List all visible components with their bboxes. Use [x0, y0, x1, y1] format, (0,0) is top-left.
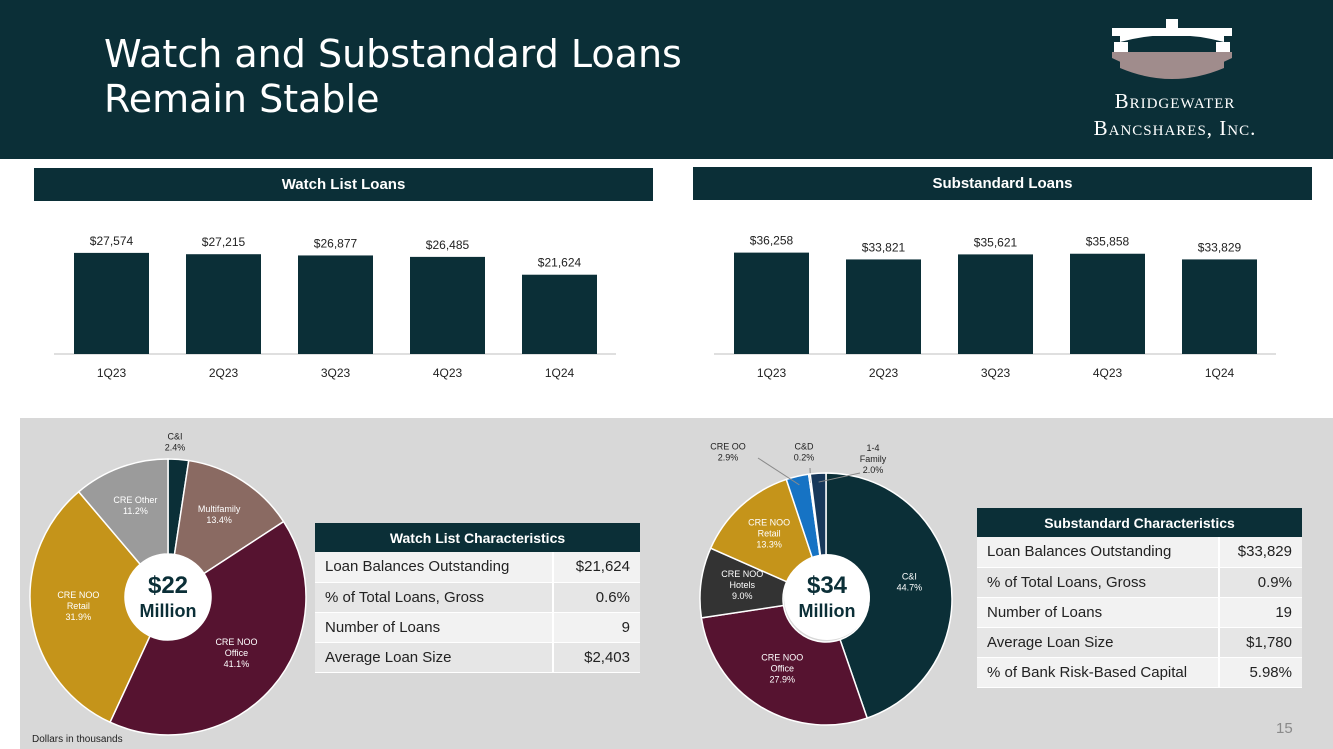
- logo-line-1: Bridgewater: [1114, 89, 1236, 113]
- watch-section-header: Watch List Loans: [34, 168, 653, 201]
- substandard-bar: [734, 252, 809, 354]
- watch-pie-chart: C&I 2.4% Multifamily 13.4% CRE NOO Office 41.1…: [29, 432, 307, 736]
- watch-characteristics-table: Watch List Characteristics Loan Balances…: [315, 523, 640, 673]
- substandard-slice-label: CRE NOO Hotels 9.0%: [721, 569, 763, 601]
- watch-value-label: $26,485: [426, 238, 470, 252]
- table-row: Number of Loans 9: [315, 612, 640, 643]
- substandard-bar: [1070, 253, 1145, 354]
- substandard-bar: [846, 259, 921, 354]
- substandard-leader-line: [757, 457, 800, 486]
- substandard-value-label: $35,621: [974, 235, 1018, 249]
- substandard-pie-center: $34 Million: [784, 554, 870, 640]
- watch-value-label: $21,624: [538, 256, 582, 270]
- substandard-slice-label: CRE OO 2.9%: [710, 442, 746, 463]
- substandard-value-label: $36,258: [750, 234, 794, 248]
- watch-category-label: 1Q24: [545, 366, 575, 380]
- substandard-table-title: Substandard Characteristics: [977, 508, 1302, 537]
- watch-value-label: $26,877: [314, 236, 358, 250]
- table-row: Average Loan Size $1,780: [977, 627, 1302, 658]
- watch-pie-center: $22 Million: [125, 554, 211, 640]
- substandard-category-label: 2Q23: [869, 366, 899, 380]
- table-row: % of Bank Risk-Based Capital 5.98%: [977, 657, 1302, 688]
- watch-category-label: 1Q23: [97, 366, 127, 380]
- substandard-pie-chart: C&I 44.7% CRE NOO Office 27.9% CRE NOO Hotels 9…: [699, 442, 953, 726]
- substandard-slice-label: C&D 0.2%: [794, 442, 815, 463]
- watch-category-label: 2Q23: [209, 366, 239, 380]
- table-row: % of Total Loans, Gross 0.9%: [977, 567, 1302, 598]
- watch-slice-label: Multifamily 13.4%: [198, 504, 241, 525]
- title-line-2: Remain Stable: [104, 77, 380, 121]
- substandard-characteristics-table: Substandard Characteristics Loan Balance…: [977, 508, 1302, 688]
- row-label: Average Loan Size: [977, 627, 1220, 658]
- substandard-slice-label: C&I 44.7%: [897, 571, 923, 592]
- watch-bar: [522, 274, 597, 354]
- watch-value-label: $27,215: [202, 235, 246, 249]
- substandard-category-label: 4Q23: [1093, 366, 1123, 380]
- row-label: % of Total Loans, Gross: [977, 567, 1220, 598]
- watch-value-label: $27,574: [90, 234, 134, 248]
- logo-wordmark: Bridgewater Bancshares, Inc.: [1060, 88, 1290, 142]
- logo-line-2: Bancshares, Inc.: [1093, 116, 1257, 140]
- watch-slice-label: CRE NOO Retail 31.9%: [57, 590, 99, 622]
- row-value: $1,780: [1218, 627, 1302, 658]
- watch-bar: [410, 256, 485, 354]
- watch-bar-chart: $27,574 1Q23 $27,215 2Q23 $26,877 3Q23 $26,485…: [54, 234, 616, 380]
- row-label: % of Bank Risk-Based Capital: [977, 657, 1220, 688]
- watch-slice-label: CRE Other 11.2%: [113, 495, 157, 516]
- row-label: Average Loan Size: [315, 642, 553, 673]
- substandard-slice: [700, 604, 869, 726]
- substandard-category-label: 3Q23: [981, 366, 1011, 380]
- row-label: % of Total Loans, Gross: [315, 582, 553, 613]
- substandard-slice-label: 1-4 Family 2.0%: [860, 443, 887, 475]
- substandard-value-label: $33,829: [1198, 240, 1242, 254]
- table-row: Average Loan Size $2,403: [315, 642, 640, 673]
- substandard-bar: [958, 254, 1033, 354]
- substandard-center-unit: Million: [798, 601, 856, 621]
- watch-center-amount: $22: [147, 572, 189, 599]
- row-label: Loan Balances Outstanding: [977, 537, 1220, 568]
- title-line-1: Watch and Substandard Loans: [104, 32, 682, 76]
- bridge-logo-icon: [1112, 19, 1232, 79]
- row-value: 19: [1218, 597, 1302, 628]
- substandard-center-amount: $34: [806, 572, 848, 599]
- substandard-bar-chart: $36,258 1Q23 $33,821 2Q23 $35,621 3Q23 $35,858…: [714, 234, 1276, 380]
- table-row: Loan Balances Outstanding $33,829: [977, 537, 1302, 568]
- watch-category-label: 3Q23: [321, 366, 351, 380]
- header-bar: Watch and Substandard Loans Remain Stabl…: [0, 0, 1333, 159]
- row-label: Number of Loans: [977, 597, 1220, 628]
- footnote: Dollars in thousands: [32, 734, 123, 745]
- row-value: 5.98%: [1218, 657, 1302, 688]
- watch-bar: [74, 252, 149, 354]
- watch-slice-label: CRE NOO Office 41.1%: [215, 637, 257, 669]
- row-value: $33,829: [1218, 537, 1302, 568]
- row-value: $21,624: [551, 552, 640, 583]
- substandard-value-label: $33,821: [862, 240, 906, 254]
- substandard-category-label: 1Q23: [757, 366, 787, 380]
- row-value: 0.6%: [551, 582, 640, 613]
- page-title: Watch and Substandard Loans Remain Stabl…: [104, 32, 682, 122]
- watch-slice-label: C&I 2.4%: [165, 432, 186, 453]
- substandard-section-header: Substandard Loans: [693, 167, 1312, 200]
- watch-bar: [186, 254, 261, 354]
- row-value: 0.9%: [1218, 567, 1302, 598]
- row-value: 9: [551, 612, 640, 643]
- substandard-category-label: 1Q24: [1205, 366, 1235, 380]
- row-value: $2,403: [551, 642, 640, 673]
- watch-center-unit: Million: [139, 601, 197, 621]
- table-row: Loan Balances Outstanding $21,624: [315, 552, 640, 583]
- watch-table-title: Watch List Characteristics: [315, 523, 640, 552]
- watch-category-label: 4Q23: [433, 366, 463, 380]
- row-label: Number of Loans: [315, 612, 553, 643]
- substandard-slice-label: CRE NOO Office 27.9%: [761, 652, 803, 684]
- watch-bar: [298, 255, 373, 354]
- substandard-slice-label: CRE NOO Retail 13.3%: [748, 518, 790, 550]
- row-label: Loan Balances Outstanding: [315, 552, 553, 583]
- substandard-bar: [1182, 259, 1257, 354]
- substandard-value-label: $35,858: [1086, 235, 1130, 249]
- table-row: Number of Loans 19: [977, 597, 1302, 628]
- table-row: % of Total Loans, Gross 0.6%: [315, 582, 640, 613]
- page-number: 15: [1276, 720, 1293, 737]
- substandard-leader-line: [818, 472, 861, 483]
